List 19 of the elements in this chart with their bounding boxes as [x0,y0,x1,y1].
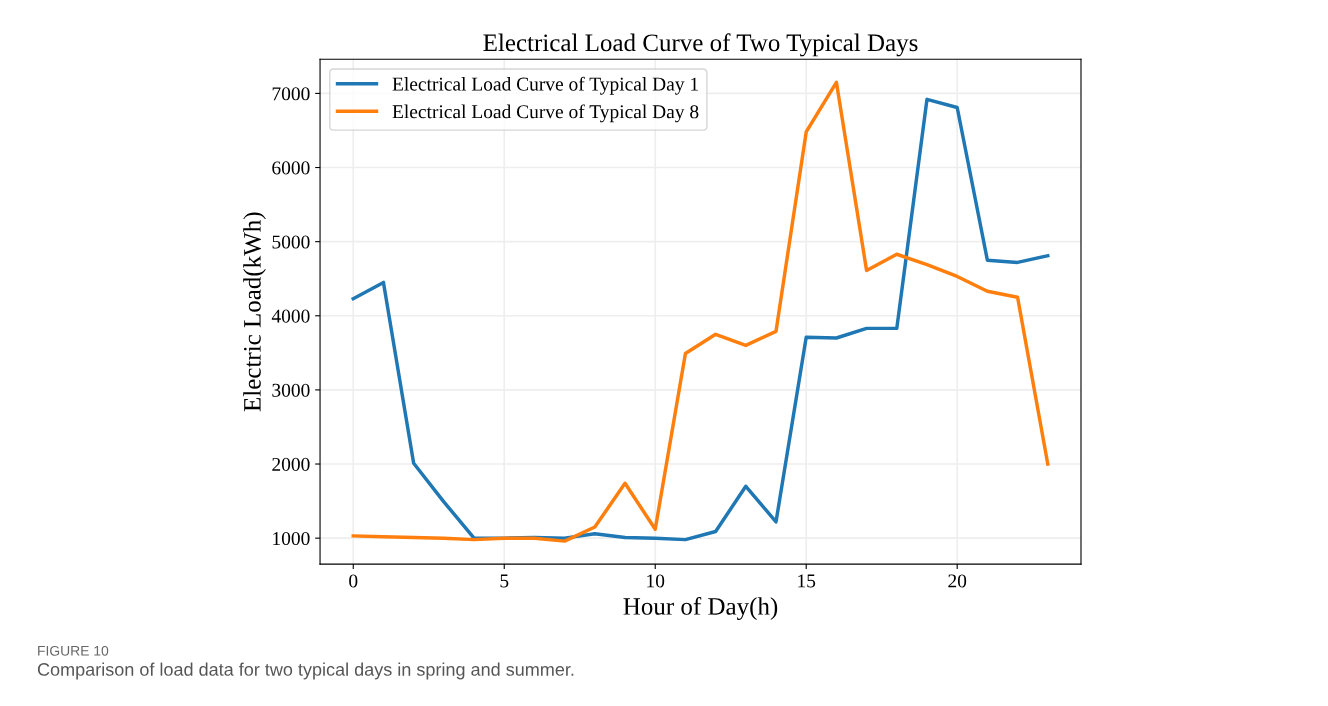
text: Comparison of load data for two typical days in spring and summer. [37,662,574,680]
y-tick-label: 5000 [272,235,310,249]
x-axis-title: Hour of Day(h) [623,597,778,620]
caption: FIGURE 10 [38,645,109,656]
y-tick-label: 3000 [272,383,310,397]
x-tick-label: 0 [349,574,358,588]
y-tick-label: 1000 [273,531,310,546]
y-tick-label: 2000 [272,457,310,471]
legend-label: Electrical Load Curve of Typical Day 1 [392,76,698,95]
x-tick-label: 20 [948,574,967,588]
y-axis-title: Electric Load(kWh) [243,212,266,412]
y-tick-label: 6000 [272,161,310,175]
y-tick-label: 7000 [272,87,310,101]
x-tick-label: 10 [647,574,665,588]
x-tick-label: 5 [500,574,509,588]
x-tick-label: 15 [798,574,816,588]
chart-title: Electrical Load Curve of Two Typical Days [483,33,918,57]
legend-label: Electrical Load Curve of Typical Day 8 [392,104,699,123]
y-tick-label: 4000 [271,309,310,323]
